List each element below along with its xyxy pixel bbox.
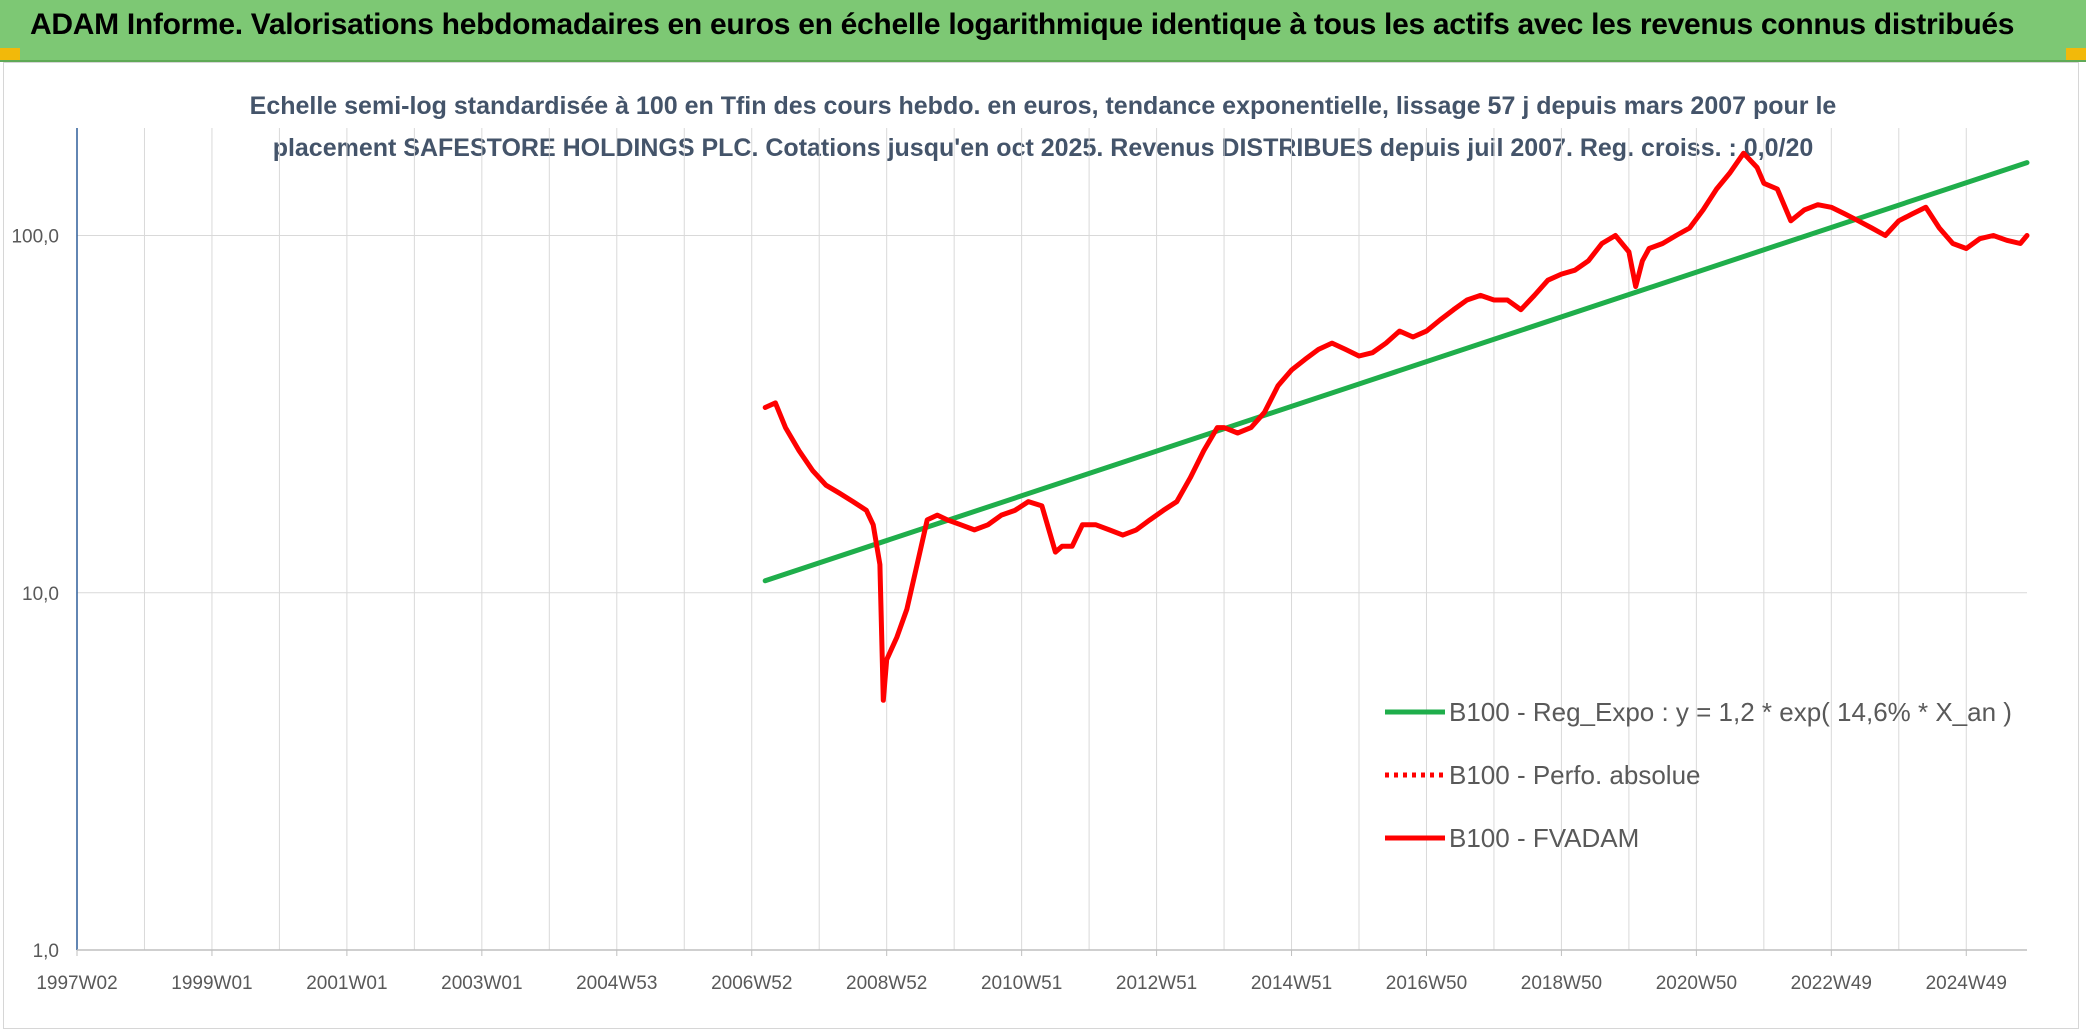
x-tick-label: 2024W49 (1926, 973, 2007, 994)
legend-entry-label: B100 - Reg_Expo : y = 1,2 * exp( 14,6% *… (1449, 697, 2012, 727)
y-tick-label: 100,0 (11, 227, 59, 248)
x-tick-label: 2004W53 (576, 973, 657, 994)
x-tick-label: 2020W50 (1656, 973, 1737, 994)
chart-series (762, 150, 2030, 703)
x-tick-label: 2018W50 (1521, 973, 1602, 994)
x-tick-label: 2016W50 (1386, 973, 1467, 994)
regression-line (762, 160, 2030, 584)
x-tick-label: 2006W52 (711, 973, 792, 994)
x-axis-ticks: 1997W02 1999W01 2001W01 2003W01 2004W53 2006W… (36, 950, 2007, 994)
x-tick-label: 2003W01 (441, 973, 522, 994)
legend-entry-label: B100 - Perfo. absolue (1449, 760, 1701, 790)
x-tick-label: 2001W01 (306, 973, 387, 994)
chart-subtitle-line-1: Echelle semi-log standardisée à 100 en T… (249, 92, 1837, 120)
corner-marker (0, 48, 20, 60)
x-tick-label: 1997W02 (36, 973, 117, 994)
report-banner: ADAM Informe. Valorisations hebdomadaire… (0, 0, 2086, 62)
report-title: ADAM Informe. Valorisations hebdomadaire… (30, 8, 2015, 41)
legend-entry-label: B100 - FVADAM (1449, 823, 1639, 853)
x-tick-label: 1999W01 (171, 973, 252, 994)
y-tick-label: 10,0 (22, 584, 59, 605)
fvadam-line (762, 150, 2030, 703)
x-tick-label: 2022W49 (1791, 973, 1872, 994)
x-tick-label: 2012W51 (1116, 973, 1197, 994)
x-tick-label: 2010W51 (981, 973, 1062, 994)
y-tick-label: 1,0 (33, 941, 59, 962)
x-tick-label: 2014W51 (1251, 973, 1332, 994)
x-tick-label: 2008W52 (846, 973, 927, 994)
chart-frame (3, 62, 2079, 1029)
chart-legend: B100 - Reg_Expo : y = 1,2 * exp( 14,6% *… (1385, 697, 2012, 853)
y-axis-ticks: 1,0 10,0 100,0 (11, 227, 59, 962)
corner-marker (2066, 48, 2086, 60)
chart-subtitle-line-2: placement SAFESTORE HOLDINGS PLC. Cotati… (272, 134, 1814, 162)
chart-axes (76, 128, 2027, 951)
